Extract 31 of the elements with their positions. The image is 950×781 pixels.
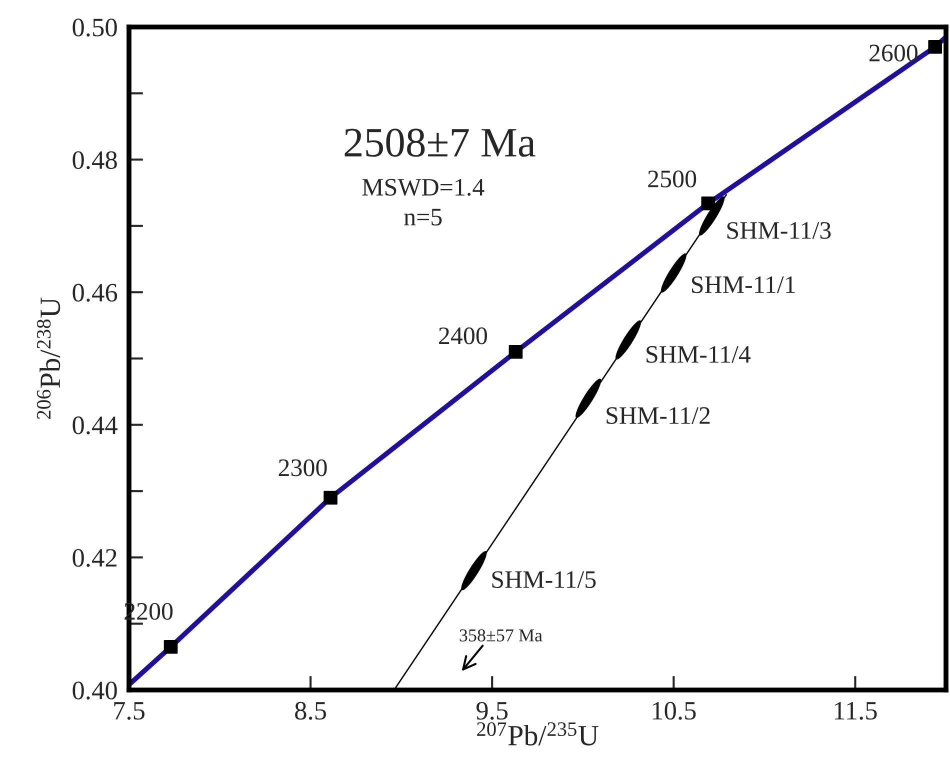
y-tick-label: 0.48 — [72, 151, 117, 170]
y-tick-label: 0.40 — [72, 682, 117, 700]
y-tick-label: 0.44 — [72, 416, 118, 434]
annotation: SHM-11/4 — [646, 346, 751, 363]
annotation: 2400 — [439, 327, 487, 344]
annotation: 2500 — [648, 170, 696, 188]
annotation: 2508±7 Ma — [344, 128, 536, 157]
point — [928, 40, 942, 54]
annotation: 358±57 Ma — [460, 629, 542, 642]
x-tick-label: 11.5 — [834, 702, 877, 720]
annotation: MSWD=1.4 — [362, 178, 484, 196]
x-tick-label: 8.5 — [295, 702, 326, 720]
annotation: n=5 — [404, 208, 442, 226]
annotation: SHM-11/2 — [606, 407, 710, 424]
annotation: SHM-11/1 — [692, 276, 795, 294]
x-tick-label: 7.5 — [114, 702, 144, 720]
y-axis-title: $^{206}$Pb/$^{238}$U — [36, 298, 60, 419]
x-tick-label: 9.5 — [476, 702, 508, 720]
x-tick-label: 10.5 — [652, 702, 696, 720]
annotation: 2600 — [870, 44, 918, 62]
x-axis-title: $^{207}$Pb/$^{235}$U — [477, 722, 598, 746]
point — [701, 196, 716, 210]
annotation: 2300 — [278, 459, 327, 476]
annotation: SHM-11/5 — [492, 571, 596, 588]
y-tick-label: 0.46 — [72, 284, 118, 302]
point — [164, 640, 178, 654]
annotation: SHM-11/3 — [727, 222, 831, 239]
point — [508, 344, 523, 359]
point — [324, 490, 338, 505]
y-tick-label: 0.50 — [72, 18, 117, 37]
y-tick-label: 0.42 — [72, 549, 116, 567]
